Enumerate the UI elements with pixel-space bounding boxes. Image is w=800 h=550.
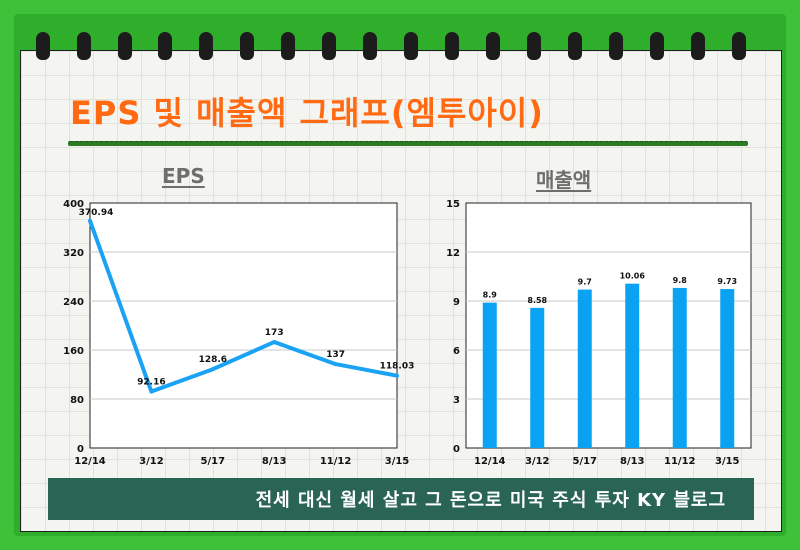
binder-ring [240,32,254,60]
plot-area [89,202,398,449]
revenue-data-label: 9.73 [717,277,737,286]
eps-data-point [149,389,154,394]
footer-text: 전세 대신 월세 살고 그 돈으로 미국 주식 투자 KY 블로그 [255,490,726,511]
binder-ring [486,32,500,60]
binder-ring [732,32,746,60]
eps-series-line [88,220,398,394]
revenue-data-label: 9.8 [673,276,688,285]
binder-ring [322,32,336,60]
y-tick-label: 9 [453,297,460,308]
binder-ring [199,32,213,60]
revenue-data-label: 8.58 [527,296,547,305]
y-tick-label: 400 [63,199,84,210]
revenue-data-label: 8.9 [483,291,498,300]
x-tick-label: 3/15 [715,456,740,467]
eps-data-point [333,362,338,367]
revenue-bar [482,302,497,448]
binder-ring [77,32,91,60]
binder-ring [118,32,132,60]
x-tick-label: 12/14 [474,456,506,467]
revenue-bar [672,287,687,448]
x-tick-label: 3/12 [525,456,550,467]
revenue-chart-title: 매출액 [536,168,592,192]
binder-ring [691,32,705,60]
eps-data-label: 92.16 [137,378,165,388]
y-tick-label: 240 [63,297,84,308]
x-tick-label: 8/13 [620,456,645,467]
page-title: EPS 및 매출액 그래프(엠투아이) [70,94,544,132]
eps-data-point [88,218,92,223]
y-tick-label: 320 [63,248,84,259]
binder-ring [445,32,459,60]
binder-ring [36,32,50,60]
binder-ring [404,32,418,60]
binder-ring [609,32,623,60]
x-tick-label: 5/17 [201,456,226,467]
eps-data-point [272,340,277,345]
eps-data-point [395,373,399,378]
revenue-data-label: 9.7 [578,278,592,287]
revenue-bar [577,289,592,448]
x-tick-label: 5/17 [572,456,597,467]
binder-ring [158,32,172,60]
binder-ring [650,32,664,60]
x-tick-label: 3/12 [139,456,164,467]
y-tick-label: 160 [63,346,84,357]
x-tick-label: 11/12 [320,456,352,467]
binder-ring [281,32,295,60]
revenue-bar [625,283,640,448]
y-tick-label: 12 [446,248,460,259]
eps-data-label: 370.94 [79,208,114,218]
eps-chart-title: EPS [162,164,205,188]
title-underline [68,141,748,146]
y-tick-label: 3 [453,395,460,406]
y-tick-label: 80 [70,395,84,406]
eps-data-point [210,367,215,372]
footer-banner: 전세 대신 월세 살고 그 돈으로 미국 주식 투자 KY 블로그 [48,478,754,520]
y-tick-label: 0 [453,444,460,455]
revenue-bar [530,307,545,448]
y-tick-label: 0 [77,444,84,455]
y-tick-label: 15 [446,199,460,210]
binder-ring [568,32,582,60]
revenue-data-label: 10.06 [620,272,646,281]
binder-ring [527,32,541,60]
x-tick-label: 12/14 [74,456,106,467]
y-tick-label: 6 [453,346,460,357]
eps-data-label: 118.03 [380,362,415,372]
plot-area [465,202,752,449]
binder-ring [363,32,377,60]
x-tick-label: 11/12 [664,456,696,467]
revenue-bar [720,289,735,448]
eps-data-label: 128.6 [199,355,227,365]
x-tick-label: 8/13 [262,456,287,467]
x-tick-label: 3/15 [385,456,410,467]
eps-data-label: 173 [265,328,284,338]
eps-data-label: 137 [326,350,345,360]
